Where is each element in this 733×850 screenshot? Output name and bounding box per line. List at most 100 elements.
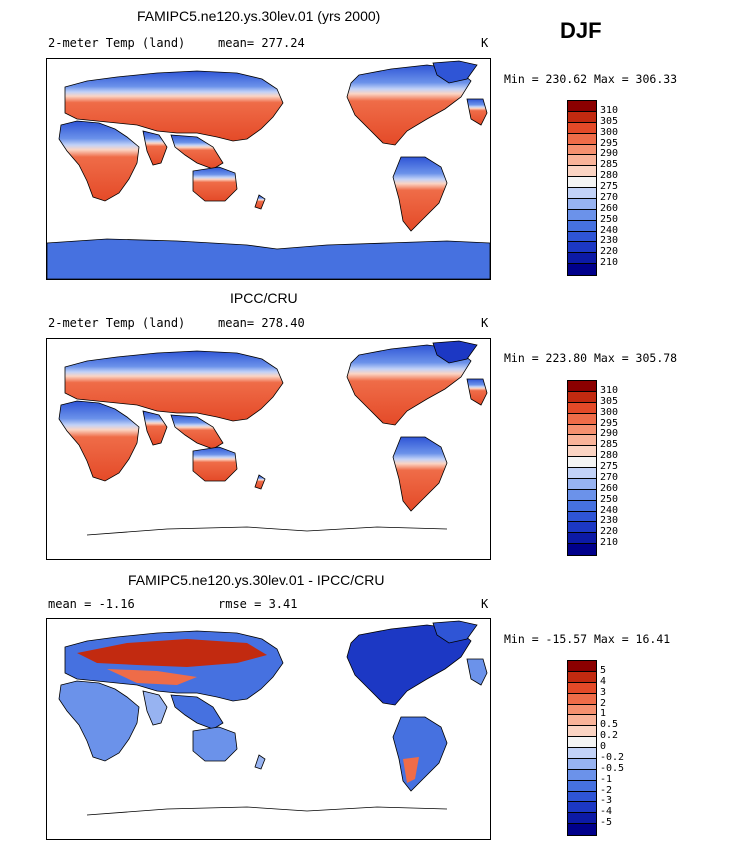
colorbar-swatch (568, 253, 596, 265)
panel3-title: FAMIPC5.ne120.ys.30lev.01 - IPCC/CRU (128, 572, 385, 588)
colorbar-swatch (568, 533, 596, 545)
colorbar-tick-label: 290 (600, 428, 619, 440)
colorbar-tick-label: 230 (600, 235, 619, 247)
colorbar-swatch (568, 144, 596, 156)
colorbar-swatch (568, 446, 596, 458)
colorbar-tick-label: 260 (600, 202, 619, 214)
colorbar-swatch (568, 155, 596, 167)
colorbar-swatch (568, 457, 596, 468)
panel2-mean: mean= 278.40 (218, 316, 305, 330)
panel1-map (46, 58, 491, 280)
season-label: DJF (560, 18, 602, 43)
colorbar-tick-label: 210 (600, 537, 619, 549)
colorbar-swatch (568, 209, 596, 221)
colorbar-tick-label: 0.2 (600, 730, 619, 742)
colorbar-tick-label: 220 (600, 526, 619, 538)
colorbar-swatch (568, 769, 596, 781)
colorbar-tick-label: 285 (600, 159, 619, 171)
colorbar-tick-label: 300 (600, 126, 619, 138)
panel3-mean: mean = -1.16 (48, 597, 135, 611)
panel2-map (46, 338, 491, 560)
colorbar-swatch (568, 715, 596, 727)
colorbar-tick-label: 295 (600, 417, 619, 429)
colorbar-swatch (568, 391, 596, 403)
colorbar-swatch (568, 780, 596, 792)
colorbar-swatch (568, 478, 596, 490)
colorbar-swatch (568, 737, 596, 748)
colorbar-tick-label: 290 (600, 148, 619, 160)
colorbar-swatch (568, 511, 596, 523)
colorbar-swatch (568, 381, 596, 392)
colorbar-swatch (568, 198, 596, 210)
colorbar-tick-label: -1 (600, 773, 613, 785)
colorbar-swatch (568, 522, 596, 534)
colorbar-swatch (568, 704, 596, 716)
colorbar-tick-label: 270 (600, 191, 619, 203)
panel3-units: K (481, 597, 489, 611)
colorbar-tick-label: 275 (600, 461, 619, 472)
panel1-units: K (481, 36, 489, 50)
panel3-rmse: rmse = 3.41 (218, 597, 298, 611)
colorbar-swatch (568, 813, 596, 825)
colorbar-swatch (568, 791, 596, 803)
colorbar-swatch (568, 693, 596, 705)
colorbar-swatch (568, 402, 596, 414)
colorbar-tick-label: 275 (600, 181, 619, 192)
colorbar-swatch (568, 726, 596, 738)
colorbar-tick-label: 240 (600, 504, 619, 516)
colorbar-swatch (568, 424, 596, 436)
colorbar-tick-label: 240 (600, 224, 619, 236)
panel1-mean: mean= 277.24 (218, 36, 305, 50)
colorbar-swatch (568, 671, 596, 683)
colorbar-tick-label: -3 (600, 795, 613, 807)
colorbar-swatch (568, 824, 596, 835)
panel2-min-max: Min = 223.80 Max = 305.78 (504, 351, 678, 365)
panel2-colorbar (567, 380, 597, 556)
colorbar-swatch (568, 177, 596, 188)
colorbar-tick-label: 310 (600, 384, 619, 396)
colorbar-tick-label: -0.5 (600, 762, 625, 774)
colorbar-swatch (568, 133, 596, 145)
panel2-variable: 2-meter Temp (land) (48, 316, 186, 330)
colorbar-swatch (568, 435, 596, 447)
colorbar-tick-label: 210 (600, 257, 619, 269)
colorbar-swatch (568, 188, 596, 199)
colorbar-swatch (568, 661, 596, 672)
colorbar-tick-label: 280 (600, 170, 619, 182)
panel2-title: IPCC/CRU (230, 290, 298, 306)
colorbar-tick-label: -2 (600, 784, 613, 796)
panel1-min-max: Min = 230.62 Max = 306.33 (504, 72, 678, 86)
colorbar-swatch (568, 264, 596, 275)
colorbar-tick-label: 295 (600, 137, 619, 149)
colorbar-tick-label: 310 (600, 104, 619, 116)
colorbar-tick-label: 305 (600, 115, 619, 127)
panel3-map (46, 618, 491, 840)
colorbar-swatch (568, 220, 596, 232)
colorbar-tick-label: 270 (600, 471, 619, 483)
panel3-colorbar (567, 660, 597, 836)
colorbar-swatch (568, 758, 596, 770)
colorbar-swatch (568, 500, 596, 512)
colorbar-tick-label: 2 (600, 697, 607, 709)
colorbar-swatch (568, 231, 596, 243)
colorbar-swatch (568, 122, 596, 134)
colorbar-tick-label: -0.2 (600, 751, 625, 763)
colorbar-tick-label: 4 (600, 675, 607, 687)
colorbar-tick-label: 305 (600, 395, 619, 407)
colorbar-tick-label: 285 (600, 439, 619, 451)
colorbar-tick-label: 260 (600, 482, 619, 494)
colorbar-tick-label: 280 (600, 450, 619, 462)
colorbar-swatch (568, 468, 596, 479)
colorbar-tick-label: 230 (600, 515, 619, 527)
colorbar-swatch (568, 544, 596, 555)
colorbar-swatch (568, 166, 596, 178)
colorbar-tick-label: 1 (600, 708, 607, 720)
colorbar-swatch (568, 111, 596, 123)
colorbar-tick-label: -4 (600, 806, 613, 818)
colorbar-tick-label: 250 (600, 213, 619, 225)
colorbar-tick-label: 300 (600, 406, 619, 418)
colorbar-swatch (568, 802, 596, 814)
panel1-variable: 2-meter Temp (land) (48, 36, 186, 50)
colorbar-tick-label: 0 (600, 741, 607, 752)
panel1-colorbar (567, 100, 597, 276)
